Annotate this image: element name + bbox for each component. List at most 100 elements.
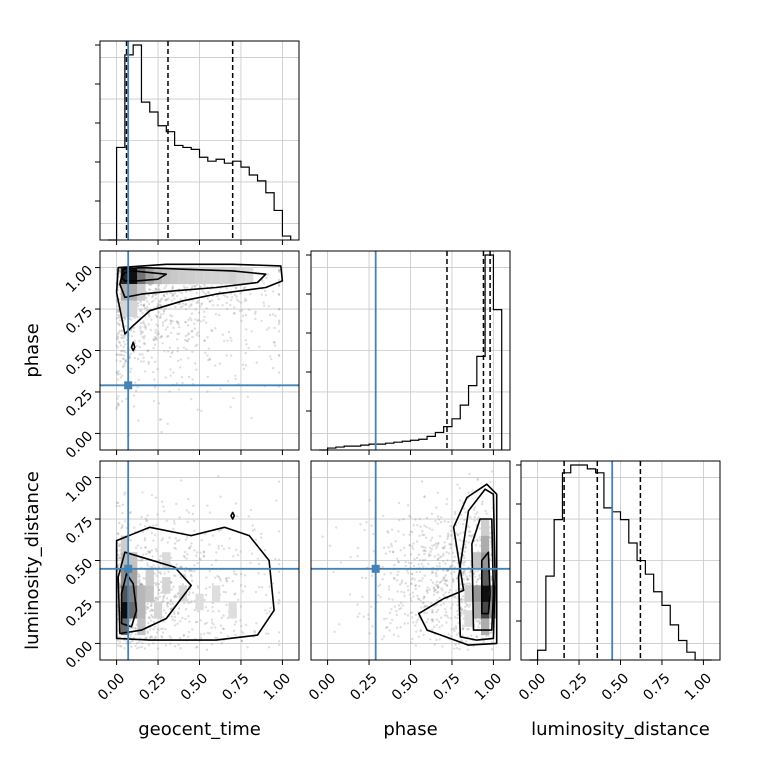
sample-point <box>179 620 182 623</box>
density-cell <box>220 267 229 285</box>
sample-point <box>236 515 239 518</box>
sample-point <box>425 611 429 614</box>
sample-point <box>439 616 443 619</box>
sample-point <box>422 546 425 549</box>
sample-point <box>240 319 243 323</box>
sample-point <box>163 350 166 353</box>
sample-point <box>190 542 193 545</box>
density-cell <box>137 267 146 285</box>
density-cell <box>211 267 221 285</box>
sample-point <box>143 647 147 650</box>
sample-point <box>156 367 159 371</box>
sample-point <box>432 593 436 597</box>
sample-point <box>450 543 453 546</box>
sample-point <box>118 645 122 648</box>
sample-point <box>365 521 368 524</box>
sample-point <box>460 608 464 611</box>
sample-point <box>155 315 159 319</box>
sample-point <box>131 626 135 630</box>
sample-point <box>437 541 440 545</box>
sample-point <box>217 575 221 579</box>
sample-point <box>473 515 477 519</box>
sample-point <box>379 596 382 599</box>
sample-point <box>169 319 172 322</box>
sample-point <box>191 329 194 333</box>
sample-point <box>423 495 426 499</box>
sample-point <box>402 591 406 594</box>
sample-point <box>456 533 459 536</box>
sample-point <box>429 550 432 553</box>
sample-point <box>187 635 190 639</box>
sample-point <box>164 285 168 288</box>
sample-point <box>194 318 197 321</box>
sample-point <box>447 552 451 555</box>
sample-point <box>260 532 263 536</box>
sample-point <box>137 573 141 576</box>
sample-point <box>176 539 179 543</box>
sample-point <box>420 606 423 609</box>
sample-point <box>146 606 149 609</box>
sample-point <box>361 576 364 579</box>
sample-point <box>481 500 484 504</box>
sample-point <box>197 311 201 314</box>
sample-point <box>166 325 169 329</box>
histogram-step-geocent_time <box>108 44 292 241</box>
sample-point <box>219 624 223 627</box>
sample-point <box>454 596 457 599</box>
sample-point <box>180 479 183 482</box>
sample-point <box>150 356 153 359</box>
sample-point <box>117 403 120 407</box>
sample-point <box>211 583 215 586</box>
sample-point <box>227 546 231 550</box>
sample-point <box>445 498 449 501</box>
sample-point <box>417 597 420 600</box>
sample-point <box>467 582 471 585</box>
sample-point <box>469 534 472 537</box>
sample-point <box>177 323 180 326</box>
sample-point <box>118 640 122 643</box>
sample-point <box>400 601 403 605</box>
sample-point <box>115 353 119 356</box>
sample-point <box>182 633 186 637</box>
sample-point <box>441 569 445 572</box>
sample-point <box>431 619 435 622</box>
sample-point <box>239 550 242 553</box>
sample-point <box>176 350 179 353</box>
sample-point <box>165 597 169 600</box>
sample-point <box>196 584 200 588</box>
sample-point <box>248 308 251 311</box>
sample-point <box>118 556 121 559</box>
sample-point <box>190 579 194 583</box>
sample-point <box>160 335 163 338</box>
density-cell <box>162 552 171 569</box>
sample-point <box>155 583 158 587</box>
sample-point <box>133 381 137 384</box>
sample-point <box>435 506 438 509</box>
sample-point <box>185 509 189 512</box>
sample-point <box>472 508 476 511</box>
sample-point <box>163 287 166 290</box>
sample-point <box>172 610 176 613</box>
sample-point <box>444 591 447 594</box>
sample-point <box>159 572 163 576</box>
sample-point <box>245 328 248 331</box>
sample-point <box>140 645 144 649</box>
sample-point <box>191 350 194 354</box>
sample-point <box>189 545 192 548</box>
sample-point <box>162 595 166 599</box>
sample-point <box>208 511 212 514</box>
sample-point <box>162 597 165 601</box>
sample-point <box>220 616 224 620</box>
sample-point <box>210 618 213 621</box>
sample-point <box>256 557 260 560</box>
sample-point <box>153 386 157 389</box>
sample-point <box>118 353 121 357</box>
sample-point <box>204 606 207 609</box>
sample-point <box>414 584 418 587</box>
sample-point <box>214 626 217 629</box>
sample-point <box>144 325 148 328</box>
sample-point <box>277 570 281 573</box>
sample-point <box>431 569 434 572</box>
sample-point <box>253 629 256 633</box>
sample-point <box>462 598 465 601</box>
